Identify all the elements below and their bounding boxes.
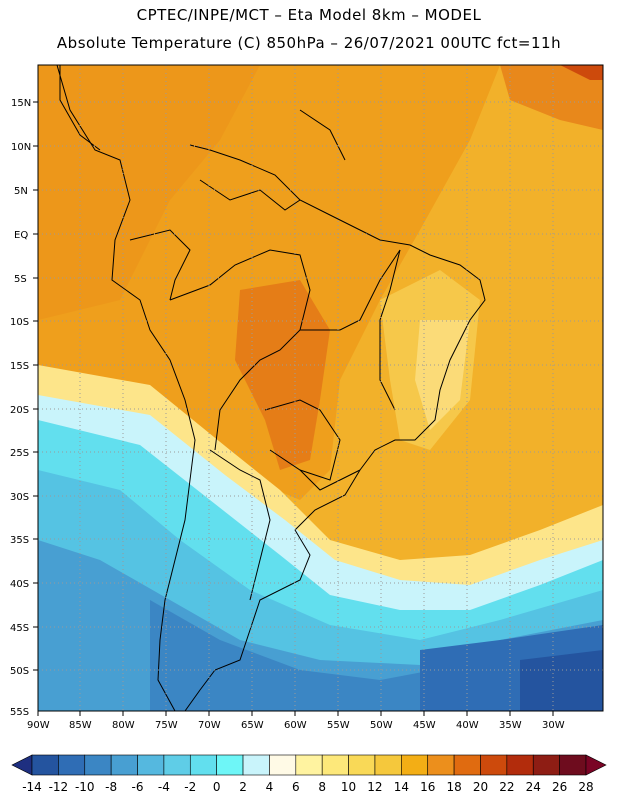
lat-label: 5N — [14, 186, 28, 197]
colorbar-segment — [110, 754, 138, 776]
colorbar-segment — [31, 754, 59, 776]
lon-label: 40W — [456, 720, 479, 731]
lat-label: 15N — [11, 98, 31, 109]
temperature-field — [38, 65, 603, 711]
latitude-labels: 15N 10N 5N EQ 5S 10S 15S 20S 25S 30S 35S… — [10, 98, 31, 718]
colorbar-tick-label: -12 — [49, 780, 69, 794]
lat-label: 5S — [14, 274, 27, 285]
colorbar: -14 -12 -10 -8 -6 -4 -2 0 2 4 6 8 10 12 14 16 18 20 22 24 26… — [11, 754, 607, 794]
colorbar-tick-label: -14 — [22, 780, 42, 794]
colorbar-tick-label: -4 — [158, 780, 170, 794]
lat-label: 55S — [10, 707, 29, 718]
lat-label: 20S — [10, 405, 29, 416]
colorbar-tick-label: 8 — [318, 780, 326, 794]
colorbar-segment — [506, 754, 534, 776]
lon-label: 85W — [69, 720, 92, 731]
colorbar-segment — [401, 754, 429, 776]
colorbar-tick-label: 16 — [420, 780, 435, 794]
lat-label: 50S — [10, 666, 29, 677]
colorbar-segment — [427, 754, 455, 776]
colorbar-tick-label: 22 — [499, 780, 514, 794]
longitude-labels: 90W 85W 80W 75W 70W 65W 60W 55W 50W 45W … — [27, 720, 565, 731]
colorbar-tick-label: 12 — [367, 780, 382, 794]
colorbar-segment — [137, 754, 165, 776]
colorbar-tick-label: 2 — [239, 780, 247, 794]
lon-label: 55W — [327, 720, 350, 731]
colorbar-tick-label: 4 — [266, 780, 274, 794]
colorbar-low-arrow — [11, 754, 33, 776]
colorbar-segment — [163, 754, 191, 776]
colorbar-segment — [189, 754, 217, 776]
colorbar-tick-label: 10 — [341, 780, 356, 794]
colorbar-tick-label: -2 — [184, 780, 196, 794]
colorbar-segment — [321, 754, 349, 776]
colorbar-segment — [216, 754, 244, 776]
lat-label: 35S — [10, 535, 29, 546]
chart-title-line2: Absolute Temperature (C) 850hPa – 26/07/… — [56, 34, 562, 52]
colorbar-tick-label: -6 — [132, 780, 144, 794]
lon-label: 30W — [542, 720, 565, 731]
coastlines — [56, 65, 486, 711]
colorbar-tick-label: 28 — [578, 780, 593, 794]
map-frame — [37, 64, 604, 712]
lat-label: 25S — [10, 448, 29, 459]
colorbar-tick-label: 24 — [526, 780, 541, 794]
lon-label: 80W — [112, 720, 135, 731]
colorbar-tick-label: 20 — [473, 780, 488, 794]
colorbar-segment — [295, 754, 323, 776]
lat-label: 30S — [10, 492, 29, 503]
lon-label: 70W — [198, 720, 221, 731]
colorbar-segment — [453, 754, 481, 776]
colorbar-segment — [559, 754, 587, 776]
lat-label: 15S — [10, 361, 29, 372]
colorbar-tick-label: 14 — [394, 780, 409, 794]
colorbar-tick-label: 0 — [213, 780, 221, 794]
colorbar-tick-label: -10 — [75, 780, 95, 794]
lat-label: 10N — [11, 142, 31, 153]
lon-label: 65W — [241, 720, 264, 731]
lon-label: 90W — [27, 720, 50, 731]
lat-label: 10S — [10, 317, 29, 328]
lon-label: 50W — [370, 720, 393, 731]
colorbar-segment — [374, 754, 402, 776]
colorbar-tick-label: 18 — [446, 780, 461, 794]
colorbar-segment — [480, 754, 508, 776]
lon-label: 60W — [284, 720, 307, 731]
lon-label: 75W — [155, 720, 178, 731]
colorbar-segment — [348, 754, 376, 776]
lon-label: 35W — [499, 720, 522, 731]
lon-label: 45W — [413, 720, 436, 731]
colorbar-segment — [84, 754, 112, 776]
lat-label: 40S — [10, 579, 29, 590]
colorbar-high-arrow — [585, 754, 607, 776]
colorbar-tick-label: -8 — [105, 780, 117, 794]
colorbar-segment — [58, 754, 86, 776]
colorbar-segment — [532, 754, 560, 776]
chart-title-line1: CPTEC/INPE/MCT – Eta Model 8km – MODEL — [136, 6, 482, 24]
lat-label: 45S — [10, 623, 29, 634]
colorbar-segment — [242, 754, 270, 776]
colorbar-tick-label: 6 — [292, 780, 300, 794]
colorbar-segment — [269, 754, 297, 776]
colorbar-tick-label: 26 — [552, 780, 567, 794]
lat-label: EQ — [14, 230, 28, 241]
axis-ticks — [33, 101, 554, 716]
